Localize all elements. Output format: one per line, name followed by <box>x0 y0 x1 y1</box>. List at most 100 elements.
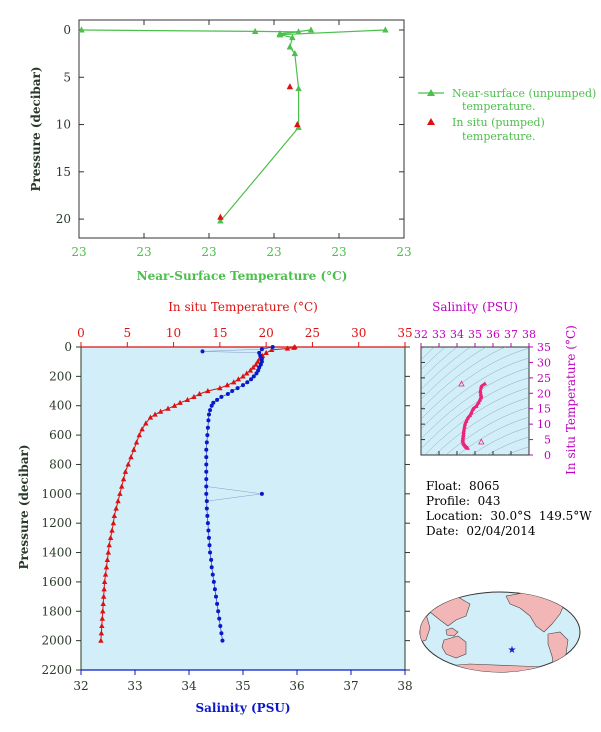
salinity-point <box>204 462 209 467</box>
temp-tick-label: 35 <box>397 326 412 340</box>
y-tick-label: 0 <box>64 340 72 354</box>
temperature-point <box>107 534 114 540</box>
temperature-point <box>255 358 261 364</box>
y-tick-label: 600 <box>49 428 72 442</box>
near-surface-line <box>279 29 312 35</box>
salinity-point <box>204 491 209 496</box>
near-surface-point <box>251 27 259 34</box>
near-surface-point <box>295 85 302 92</box>
salinity-point <box>210 572 215 577</box>
salinity-point <box>270 345 275 349</box>
isopycnal-line <box>421 259 529 330</box>
profile-y-axis: 0 200 400 600 800 1000 1200 1400 1600 1800 2000 220… <box>41 340 410 677</box>
temperature-point <box>177 399 183 405</box>
salinity-point <box>209 565 214 570</box>
temperature-point <box>105 549 112 555</box>
temperature-point <box>122 468 129 474</box>
ts-outlier-point <box>458 380 465 387</box>
salinity-point <box>256 368 261 373</box>
near-surface-point <box>382 26 389 33</box>
y-tick-label: 0 <box>63 23 71 37</box>
salinity-point <box>235 386 240 391</box>
salinity-point <box>241 383 245 388</box>
salinity-point <box>207 543 212 548</box>
temperature-point <box>100 600 106 607</box>
temp-tick-label: 0 <box>77 326 85 340</box>
y-tick-label: 1600 <box>41 575 72 589</box>
ts-salinity-title: Salinity (PSU) <box>432 300 518 314</box>
temperature-point <box>100 608 106 614</box>
temperature-point <box>111 512 118 518</box>
ts-point <box>478 389 483 394</box>
temperature-point <box>136 432 143 438</box>
temperature-point <box>268 346 275 353</box>
profile-y-axis-label: Pressure (decibar) <box>17 444 31 569</box>
ts-point <box>469 410 474 415</box>
salinity-point <box>259 347 264 352</box>
isopycnal-line <box>421 347 458 380</box>
salinity-point <box>204 477 209 482</box>
y-tick-label: 2200 <box>41 663 72 677</box>
salinity-point <box>204 499 209 504</box>
temperature-point <box>284 345 291 351</box>
salinity-point <box>254 371 259 376</box>
temperature-point <box>115 498 121 504</box>
salinity-point <box>258 362 263 367</box>
temperature-point <box>104 556 111 562</box>
temperature-point <box>205 388 211 394</box>
ts-x-tick-label: 36 <box>486 328 500 341</box>
y-tick-label: 2000 <box>41 634 72 648</box>
near-surface-legend: Near-surface (unpumped) temperature. In … <box>418 87 596 143</box>
isopycnal-line <box>421 347 446 370</box>
salinity-point <box>211 579 216 584</box>
near-surface-line <box>279 29 386 36</box>
profile-series <box>98 344 298 643</box>
sal-tick-label: 37 <box>343 679 358 693</box>
near-surface-x-axis-label: Near-Surface Temperature (°C) <box>137 269 348 283</box>
y-tick-label: 15 <box>56 165 71 179</box>
y-tick-label: 1400 <box>41 546 72 560</box>
ts-x-tick-label: 32 <box>414 328 428 341</box>
sal-tick-label: 34 <box>181 679 197 693</box>
near-surface-point <box>286 43 294 50</box>
sal-tick-label: 35 <box>235 679 250 693</box>
temperature-point <box>100 593 107 599</box>
temperature-x-axis: 0 5 10 15 20 25 30 35 <box>77 326 413 347</box>
temperature-point <box>235 376 242 382</box>
isopycnal-line <box>421 347 506 410</box>
salinity-point <box>208 550 213 555</box>
temperature-point <box>99 622 105 629</box>
y-tick-label: 1800 <box>41 604 72 618</box>
temperature-point <box>147 414 154 420</box>
ts-point <box>477 397 483 402</box>
isopycnal-line <box>421 377 529 449</box>
temperature-point <box>106 542 112 548</box>
temperature-point <box>120 476 127 482</box>
salinity-point <box>220 638 225 643</box>
temperature-point <box>128 454 134 460</box>
salinity-point <box>211 400 216 405</box>
float-id: Float: 8065 <box>426 479 500 493</box>
temp-tick-label: 5 <box>123 326 131 340</box>
temperature-point <box>247 367 254 373</box>
ts-point <box>474 403 479 408</box>
isopycnal-line <box>424 387 529 455</box>
ts-outlier-point <box>478 438 485 445</box>
salinity-point <box>218 623 223 628</box>
temperature-point <box>131 446 137 452</box>
temp-tick-label: 10 <box>166 326 181 340</box>
temperature-point <box>101 586 107 592</box>
ts-point <box>461 429 466 434</box>
salinity-point <box>205 521 210 526</box>
y-tick-label: 1200 <box>41 516 72 530</box>
x-tick-label: 23 <box>396 245 411 259</box>
ts-y-tick-label: 25 <box>537 372 551 385</box>
temperature-point <box>98 630 105 636</box>
salinity-point <box>208 408 213 413</box>
ts-point <box>467 413 473 418</box>
x-tick-label: 23 <box>266 245 281 259</box>
salinity-x-axis: 32 33 34 35 36 37 38 <box>73 670 413 693</box>
isopycnal-line <box>486 436 529 455</box>
x-tick-label: 23 <box>331 245 346 259</box>
salinity-point <box>205 513 210 518</box>
